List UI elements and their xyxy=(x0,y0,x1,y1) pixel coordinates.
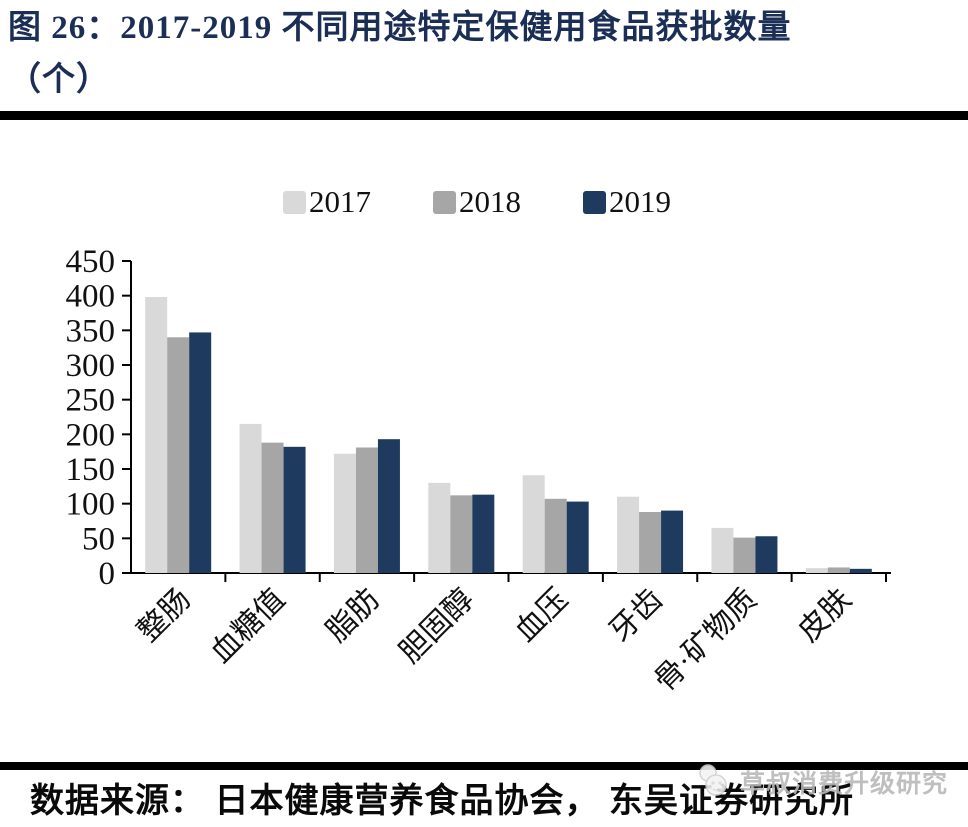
bar-2017-血压 xyxy=(522,475,545,573)
y-tick-label-350: 350 xyxy=(66,313,116,349)
figure-title: 图 26：2017-2019 不同用途特定保健用食品获批数量 （个） xyxy=(8,2,960,106)
bar-2019-牙齿 xyxy=(661,510,684,573)
chart-legend: 2017 2018 2019 xyxy=(283,184,671,220)
y-tick-label-200: 200 xyxy=(66,417,116,453)
bar-2018-整肠 xyxy=(167,337,190,573)
bar-2018-胆固醇 xyxy=(450,495,473,573)
bar-2018-皮肤 xyxy=(827,567,850,573)
legend-swatch-2019 xyxy=(583,190,606,214)
x-category-label-血压: 血压 xyxy=(509,583,575,649)
bar-2019-血糖值 xyxy=(283,446,306,573)
x-category-label-整肠: 整肠 xyxy=(131,583,197,649)
watermark-logo-icon xyxy=(699,764,727,796)
bar-2019-皮肤 xyxy=(849,568,872,573)
bar-2019-整肠 xyxy=(189,332,212,573)
legend-item-2018: 2018 xyxy=(433,184,521,220)
bar-2017-血糖值 xyxy=(239,423,262,573)
title-divider xyxy=(0,111,968,120)
bar-2019-脂肪 xyxy=(377,439,400,573)
legend-swatch-2018 xyxy=(433,190,456,214)
watermark-text: 草叔消费升级研究 xyxy=(740,771,949,798)
x-category-label-脂肪: 脂肪 xyxy=(320,583,386,649)
bar-2019-骨·矿物质 xyxy=(755,536,778,573)
x-category-label-胆固醇: 胆固醇 xyxy=(393,583,480,670)
legend-label-2018: 2018 xyxy=(459,184,521,219)
y-tick-label-400: 400 xyxy=(66,279,116,315)
y-tick-label-0: 0 xyxy=(99,556,116,592)
y-tick-label-100: 100 xyxy=(66,487,116,523)
x-category-label-血糖值: 血糖值 xyxy=(205,583,292,670)
bar-2017-整肠 xyxy=(145,297,168,573)
legend-item-2019: 2019 xyxy=(583,184,671,220)
legend-swatch-2017 xyxy=(283,190,306,214)
x-category-label-皮肤: 皮肤 xyxy=(792,583,858,649)
y-tick-label-150: 150 xyxy=(66,452,116,488)
bar-2018-牙齿 xyxy=(639,511,662,573)
bar-2018-骨·矿物质 xyxy=(733,537,756,573)
y-tick-label-300: 300 xyxy=(66,348,116,384)
figure-title-line1: 图 26：2017-2019 不同用途特定保健用食品获批数量 xyxy=(8,10,792,46)
x-category-label-牙齿: 牙齿 xyxy=(603,583,669,649)
bar-chart: 0 50 100 150 200 250 300 350 400 450 整肠 血糖值 脂肪 胆固醇 血压牙… xyxy=(0,240,968,752)
source-divider xyxy=(0,762,968,770)
bar-2017-牙齿 xyxy=(617,496,640,573)
bar-2019-胆固醇 xyxy=(472,494,495,573)
bar-2017-胆固醇 xyxy=(428,482,451,573)
bar-chart-svg: 050100150200250300350400450 整肠 血糖值 脂肪 胆固醇 血压牙… xyxy=(66,244,891,698)
watermark: 草叔消费升级研究 xyxy=(696,763,948,801)
bar-2018-血压 xyxy=(544,498,567,573)
y-tick-label-450: 450 xyxy=(66,244,116,280)
legend-label-2017: 2017 xyxy=(309,184,371,219)
bar-2017-皮肤 xyxy=(805,568,828,573)
bar-2017-骨·矿物质 xyxy=(711,527,734,573)
y-tick-label-50: 50 xyxy=(82,521,115,557)
legend-label-2019: 2019 xyxy=(609,184,671,219)
bar-2017-脂肪 xyxy=(333,453,356,573)
x-category-label-骨·矿物质: 骨·矿物质 xyxy=(648,583,763,698)
y-tick-label-250: 250 xyxy=(66,383,116,419)
bar-2019-血压 xyxy=(566,501,589,573)
bar-2018-血糖值 xyxy=(261,442,284,573)
bar-2018-脂肪 xyxy=(355,447,378,573)
legend-item-2017: 2017 xyxy=(283,184,371,220)
figure-title-line2: （个） xyxy=(8,62,110,98)
